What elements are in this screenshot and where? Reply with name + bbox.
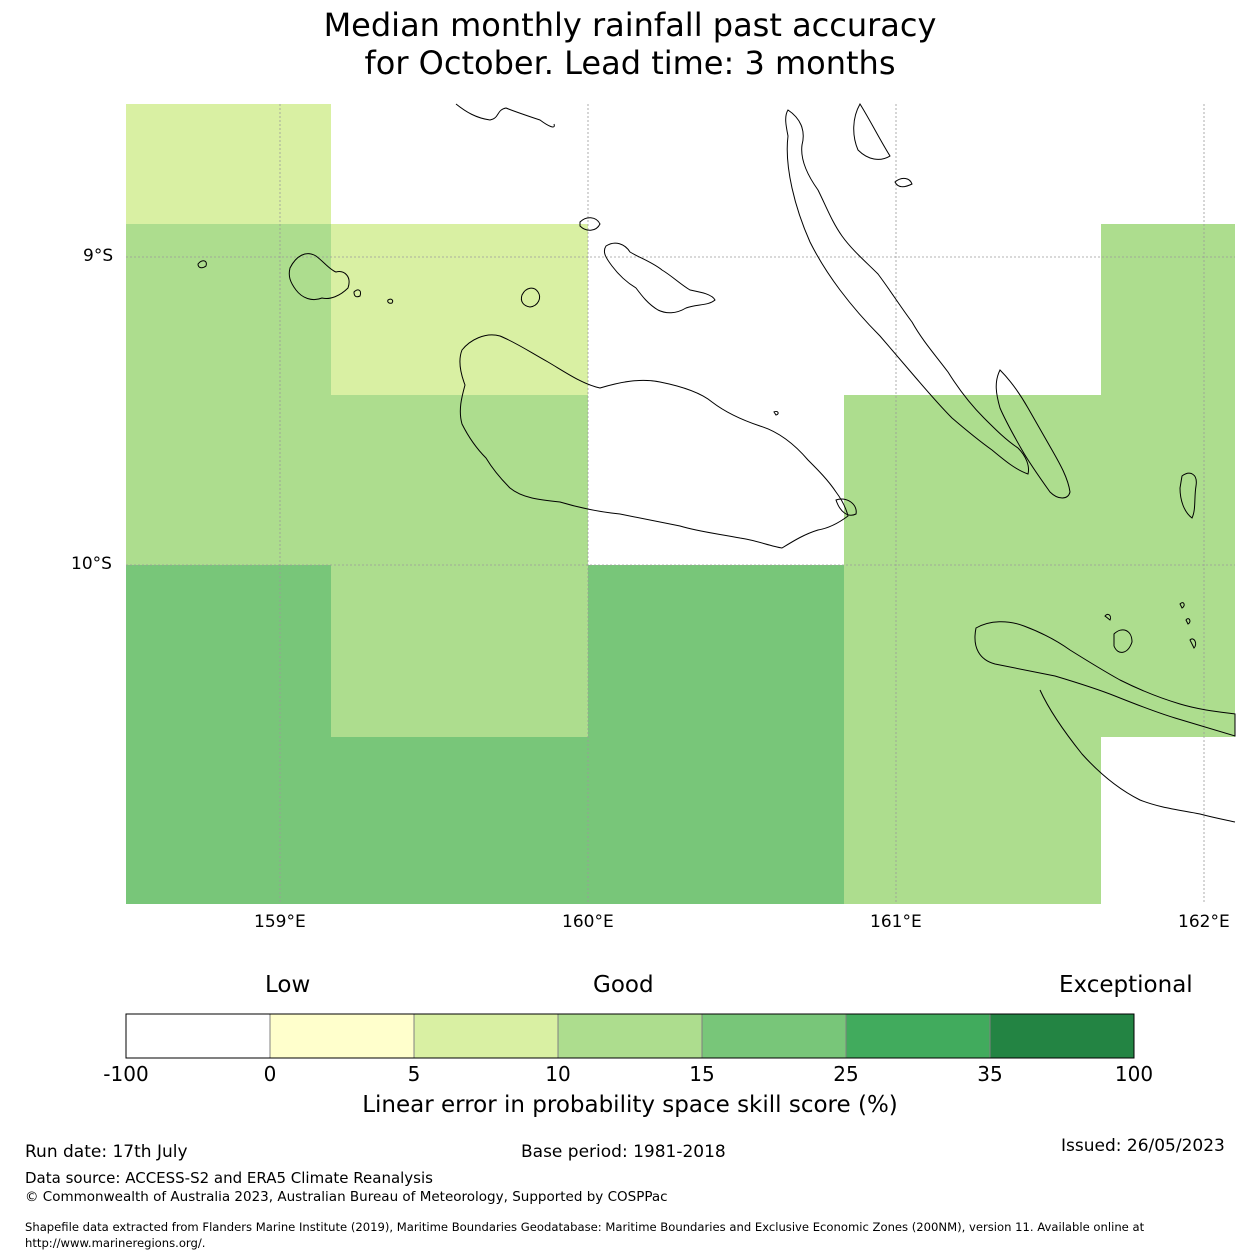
small-island	[387, 298, 394, 304]
base-period: Base period: 1981-2018	[521, 1142, 726, 1162]
colorbar-tick: 15	[689, 1062, 715, 1086]
small-island	[1189, 638, 1197, 649]
grid-cell	[844, 395, 1235, 565]
colorbar-exceptional-label: Exceptional	[1059, 972, 1193, 998]
grid-cell	[331, 565, 588, 737]
grid-cell	[126, 737, 844, 904]
small-island	[353, 289, 361, 298]
russell-islands	[288, 253, 350, 301]
lat-label-10s: 10°S	[71, 554, 112, 574]
title-line-2: for October. Lead time: 3 months	[364, 44, 896, 82]
grid-cell	[126, 565, 331, 737]
colorbar-tick: 100	[1114, 1062, 1154, 1086]
colorbar-tick: 25	[833, 1062, 859, 1086]
guadalcanal-island	[459, 334, 849, 549]
colorbar-tick: 5	[407, 1062, 421, 1086]
lon-label-161e: 161°E	[870, 912, 922, 932]
savo-island	[520, 287, 541, 308]
small-island	[835, 498, 857, 516]
colorbar-swatch	[989, 1013, 1135, 1059]
shapefile-credit-line-2: http://www.marineregions.org/.	[25, 1236, 206, 1250]
grid-cell	[126, 104, 331, 224]
grid-cell	[588, 565, 844, 737]
malaita-island	[995, 369, 1071, 499]
small-island	[1185, 618, 1191, 625]
colorbar-swatch	[557, 1013, 703, 1059]
lon-label-160e: 160°E	[562, 912, 614, 932]
grid-cell	[331, 224, 588, 395]
grid-cell	[126, 224, 331, 395]
issued-date: Issued: 26/05/2023	[1061, 1136, 1225, 1156]
colorbar-axis-label: Linear error in probability space skill …	[362, 1092, 898, 1118]
colorbar-swatch	[125, 1013, 271, 1059]
grid-cell	[844, 565, 1235, 737]
copyright: © Commonwealth of Australia 2023, Austra…	[25, 1189, 668, 1205]
north-coast-fragment	[455, 103, 555, 128]
colorbar-swatch	[845, 1013, 991, 1059]
colorbar-outline	[125, 1013, 1135, 1059]
colorbar-good-label: Good	[593, 972, 654, 998]
makira-island	[974, 621, 1236, 737]
grid-cell	[844, 737, 1101, 904]
skill-grid-cells	[126, 104, 1235, 904]
lon-label-159e: 159°E	[254, 912, 306, 932]
graticule	[126, 104, 1235, 904]
florida-islands	[603, 242, 716, 314]
small-island	[197, 260, 207, 269]
shapefile-credit-line-1: Shapefile data extracted from Flanders M…	[25, 1220, 1145, 1234]
small-island	[579, 217, 601, 231]
map-title: Median monthly rainfall past accuracy fo…	[0, 6, 1260, 82]
north-isabel-coast	[853, 103, 891, 160]
grid-cell	[126, 395, 588, 565]
grid-cell	[1101, 224, 1235, 395]
small-island	[773, 410, 779, 416]
small-island	[894, 177, 913, 188]
small-island	[1179, 602, 1185, 609]
colorbar-tick: 35	[977, 1062, 1003, 1086]
colorbar-swatch	[701, 1013, 847, 1059]
data-source: Data source: ACCESS-S2 and ERA5 Climate …	[25, 1169, 433, 1187]
skill-score-map	[126, 103, 1236, 904]
santa-isabel-island	[785, 109, 1029, 475]
small-island	[1113, 629, 1133, 653]
colorbar-swatch	[269, 1013, 415, 1059]
run-date: Run date: 17th July	[25, 1142, 188, 1162]
title-line-1: Median monthly rainfall past accuracy	[323, 6, 937, 44]
coastlines	[197, 103, 1236, 823]
colorbar-tick: 0	[263, 1062, 277, 1086]
makira-south-coast	[1039, 689, 1236, 823]
lon-label-162e: 162°E	[1178, 912, 1230, 932]
small-island	[1179, 472, 1197, 519]
colorbar-swatch	[413, 1013, 559, 1059]
colorbar-low-label: Low	[265, 972, 311, 998]
colorbar-tick: 10	[545, 1062, 571, 1086]
small-island	[1104, 613, 1111, 621]
colorbar-tick: -100	[103, 1062, 149, 1086]
lat-label-9s: 9°S	[83, 246, 114, 266]
